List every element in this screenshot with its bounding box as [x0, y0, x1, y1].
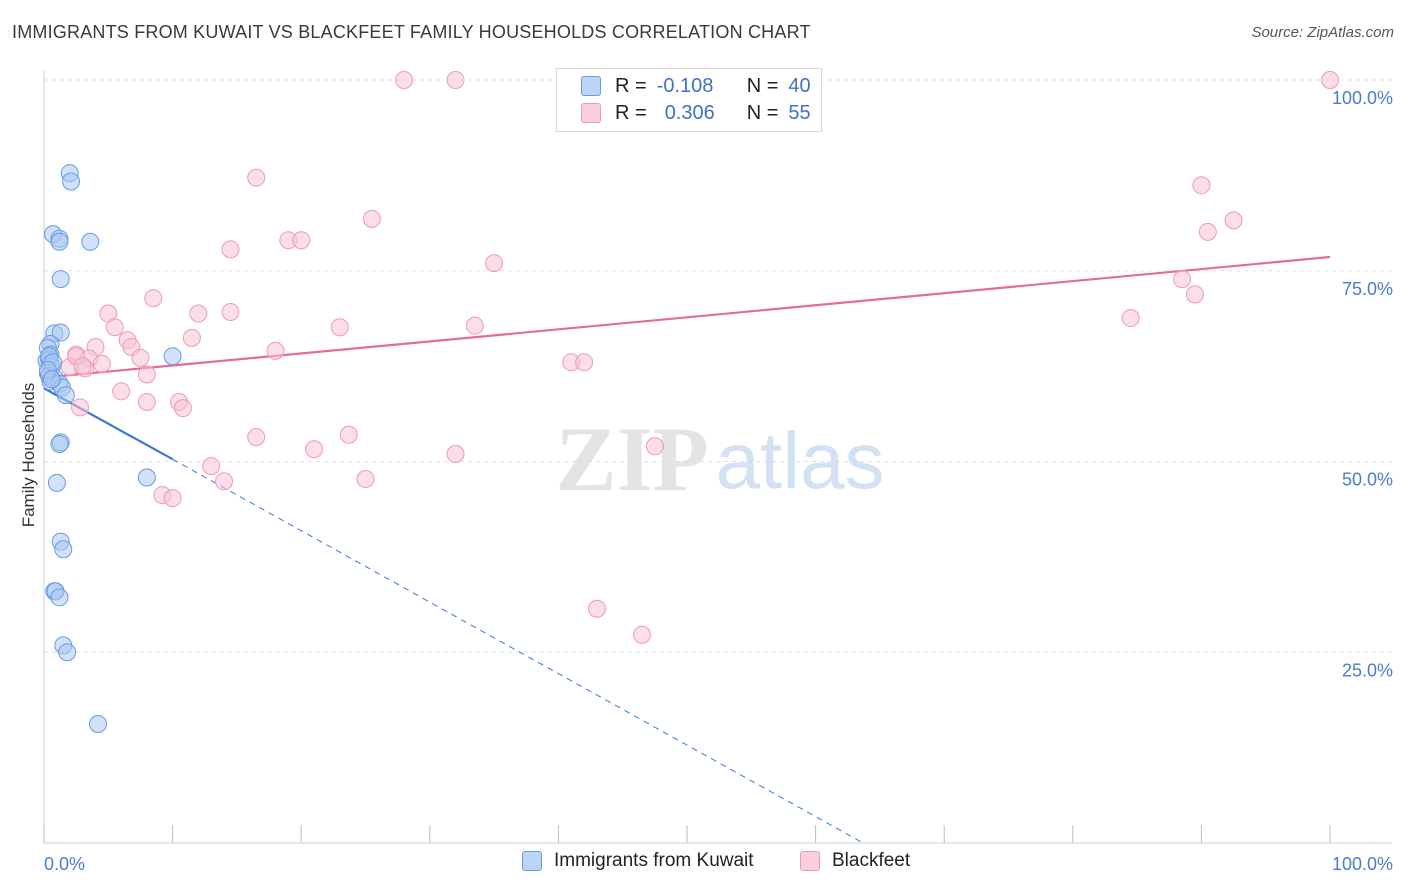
- kuwait-point: [58, 643, 77, 662]
- stats-legend: R = -0.108 N = 40 R = 0.306 N = 55: [556, 68, 822, 132]
- blackfeet-trend-line: [43, 255, 1331, 379]
- blackfeet-point: [105, 318, 124, 337]
- blackfeet-n-value: 55: [788, 101, 811, 124]
- x-tick-label-max: 100.0%: [1332, 854, 1393, 874]
- blackfeet-point: [1185, 285, 1204, 304]
- blackfeet-point: [247, 168, 266, 187]
- y-tick-label: 100.0%: [1332, 88, 1393, 108]
- blackfeet-point: [112, 382, 131, 401]
- blackfeet-point: [137, 365, 156, 384]
- blackfeet-r-value: 0.306: [664, 101, 715, 124]
- blackfeet-point: [247, 428, 266, 447]
- blackfeet-point: [632, 625, 651, 644]
- blackfeet-point: [221, 240, 240, 259]
- legend-r-label: R =: [615, 101, 647, 124]
- chart-title: IMMIGRANTS FROM KUWAIT VS BLACKFEET FAMI…: [12, 22, 811, 42]
- blackfeet-point: [1121, 309, 1140, 328]
- kuwait-point: [51, 270, 70, 289]
- blackfeet-point: [645, 437, 664, 456]
- blackfeet-point: [71, 398, 90, 417]
- blackfeet-legend-swatch: [800, 851, 820, 871]
- blackfeet-point: [305, 440, 324, 459]
- blackfeet-point: [163, 489, 182, 508]
- legend-item-kuwait[interactable]: Immigrants from Kuwait: [522, 850, 754, 872]
- blackfeet-point: [189, 304, 208, 323]
- watermark-zip: ZIP: [555, 408, 708, 510]
- blackfeet-point: [173, 399, 192, 418]
- kuwait-point: [51, 323, 70, 342]
- legend-r-label: R =: [615, 74, 647, 97]
- y-tick-label: 75.0%: [1342, 279, 1393, 299]
- blackfeet-point: [92, 354, 111, 373]
- blackfeet-point: [587, 599, 606, 618]
- kuwait-point: [89, 714, 108, 733]
- blackfeet-point: [446, 444, 465, 463]
- kuwait-point: [62, 172, 81, 191]
- blackfeet-point: [485, 254, 504, 273]
- kuwait-legend-swatch: [522, 851, 542, 871]
- kuwait-point: [163, 347, 182, 366]
- blackfeet-point: [202, 457, 221, 476]
- blackfeet-legend-label: Blackfeet: [832, 850, 911, 871]
- blackfeet-point: [1224, 211, 1243, 230]
- kuwait-point: [42, 370, 61, 389]
- blackfeet-point: [215, 472, 234, 491]
- legend-row-kuwait: R = -0.108 N = 40: [581, 73, 811, 99]
- legend-item-blackfeet[interactable]: Blackfeet: [800, 850, 910, 872]
- blackfeet-point: [221, 302, 240, 321]
- y-tick-label: 25.0%: [1342, 660, 1393, 680]
- blackfeet-point: [73, 357, 92, 376]
- series-legend: Immigrants from Kuwait Blackfeet: [0, 850, 1406, 878]
- legend-row-blackfeet: R = 0.306 N = 55: [581, 100, 811, 126]
- kuwait-r-value: -0.108: [656, 74, 714, 97]
- blackfeet-point: [446, 71, 465, 89]
- y-axis-label: Family Households: [19, 383, 38, 528]
- blackfeet-point: [144, 289, 163, 308]
- kuwait-trend-extension: [172, 458, 864, 844]
- y-tick-label: 50.0%: [1342, 470, 1393, 490]
- kuwait-swatch: [581, 76, 601, 96]
- blackfeet-point: [266, 341, 285, 360]
- kuwait-point: [56, 386, 75, 405]
- legend-n-label: N =: [746, 101, 779, 124]
- watermark-atlas: atlas: [716, 416, 885, 505]
- blackfeet-point: [362, 209, 381, 228]
- blackfeet-point: [1321, 71, 1339, 89]
- kuwait-point: [137, 468, 156, 487]
- blackfeet-point: [330, 318, 349, 337]
- kuwait-point: [50, 434, 69, 453]
- blackfeet-point: [131, 348, 150, 367]
- blackfeet-point: [465, 316, 484, 335]
- blackfeet-point: [356, 470, 375, 489]
- kuwait-point: [50, 232, 69, 251]
- kuwait-point: [50, 588, 69, 607]
- blackfeet-point: [575, 353, 594, 372]
- blackfeet-point: [137, 392, 156, 411]
- blackfeet-point: [1198, 222, 1217, 241]
- blackfeet-point: [339, 425, 358, 444]
- kuwait-point: [54, 540, 73, 559]
- kuwait-point: [81, 232, 100, 251]
- blackfeet-point: [1173, 270, 1192, 289]
- kuwait-n-value: 40: [788, 74, 811, 97]
- blackfeet-point: [182, 328, 201, 347]
- kuwait-legend-label: Immigrants from Kuwait: [554, 850, 754, 871]
- blackfeet-point: [1192, 176, 1211, 195]
- blackfeet-swatch: [581, 103, 601, 123]
- kuwait-point: [47, 473, 66, 492]
- source-label: Source: ZipAtlas.com: [1251, 24, 1394, 41]
- x-tick-label-min: 0.0%: [44, 854, 85, 874]
- legend-n-label: N =: [746, 74, 779, 97]
- blackfeet-point: [292, 231, 311, 250]
- blackfeet-point: [395, 71, 414, 89]
